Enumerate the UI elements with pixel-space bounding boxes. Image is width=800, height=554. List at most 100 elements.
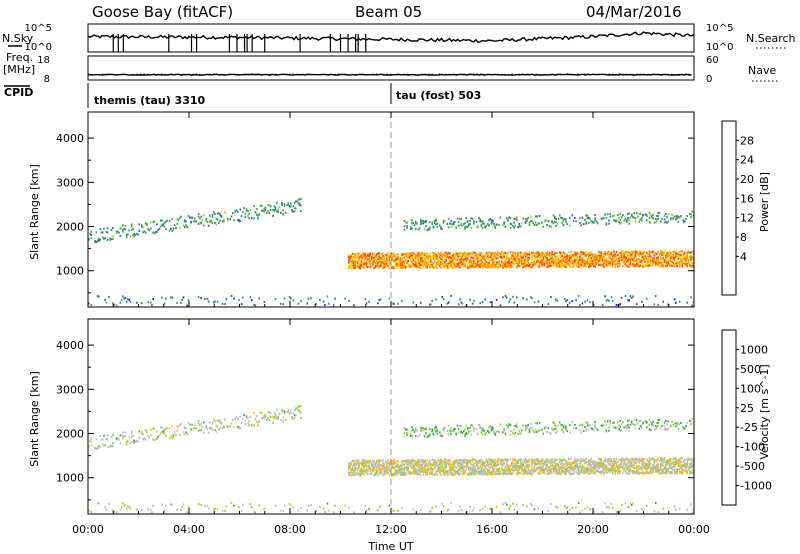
velocity-cell [516,468,518,471]
velocity-cell [372,467,374,470]
velocity-cell [490,459,493,462]
power-cell [396,253,398,256]
power-cell [571,260,574,263]
freq-right-tick-top: 60 [706,55,719,66]
power-cell [671,214,673,216]
power-cell [513,221,516,224]
power-cell [156,223,158,226]
power-cell [505,266,508,269]
power-cell [399,266,402,269]
power-cell [413,261,416,264]
power-cell [675,301,677,304]
power-cell [605,256,608,259]
power-cell [253,205,255,207]
power-cell [675,262,677,265]
power-cell [393,254,396,256]
velocity-cell [158,434,161,437]
velocity-cell [403,473,406,476]
power-cell [349,255,351,258]
power-cell [374,261,377,264]
power-cell [407,260,409,262]
velocity-cell [403,471,406,474]
power-cell [689,264,691,267]
velocity-cell [497,461,499,464]
power-cell [538,266,541,268]
velocity-cell [497,472,499,475]
power-cell [683,258,686,261]
power-cell [588,266,590,268]
power-cell [426,229,428,232]
power-cell [652,217,654,220]
power-cell [415,257,417,259]
power-cell [542,261,545,264]
power-cell [523,252,526,255]
velocity-cell [508,470,510,473]
power-cell [433,266,436,269]
velocity-cell [407,467,409,469]
velocity-cell [489,473,492,476]
power-cell [354,257,356,260]
power-cell [625,250,628,253]
power-cell [226,217,229,220]
power-cell [662,252,664,255]
power-cell [480,223,483,226]
power-cell [123,297,125,300]
power-cell [124,297,127,300]
power-cell [685,255,687,258]
power-cell [641,217,643,220]
power-cell [468,223,470,226]
power-cell [435,263,437,266]
velocity-cell [450,470,452,473]
velocity-cell [461,460,464,463]
velocity-cell [244,419,247,422]
power-cell [90,237,93,240]
power-cell [451,265,454,268]
power-cell [517,258,519,261]
power-cell [594,213,596,216]
power-cell [276,201,278,204]
velocity-cell [508,472,510,475]
velocity-cell [194,424,196,427]
power-cell [614,219,617,222]
power-cell [677,255,680,258]
power-cell [663,250,666,253]
power-cell [584,261,586,264]
power-cell [426,252,428,255]
power-cell [413,258,416,261]
velocity-cell [172,434,175,437]
power-cell [656,215,658,217]
power-cell [489,256,492,259]
velocity-cell [130,430,133,433]
power-cell [681,261,683,264]
power-cell [670,217,672,220]
velocity-cell [197,430,200,432]
power-cell [638,265,641,268]
power-cell [464,263,466,265]
velocity-cell [504,467,507,470]
velocity-cell [418,473,421,476]
power-cell [494,252,497,255]
power-cell [450,258,452,261]
power-cell [194,217,196,220]
velocity-cell [290,412,292,415]
velocity-cell [396,469,398,472]
power-cell [362,263,364,266]
power-cell [663,214,666,217]
power-cell [589,257,591,260]
velocity-cell [509,472,512,475]
power-cell [348,261,350,264]
power-cell [88,238,90,240]
power-cell [461,257,464,259]
power-cell [600,254,603,257]
power-cell [516,259,518,262]
power-cell [247,215,249,218]
power-cell [364,297,367,300]
power-cell [464,251,466,254]
velocity-cell [349,465,351,468]
velocity-cell [348,471,350,474]
power-cell [295,207,297,210]
velocity-cell [369,472,372,475]
power-cell [623,252,625,255]
power-cell [630,263,633,266]
power-cell [562,256,565,259]
